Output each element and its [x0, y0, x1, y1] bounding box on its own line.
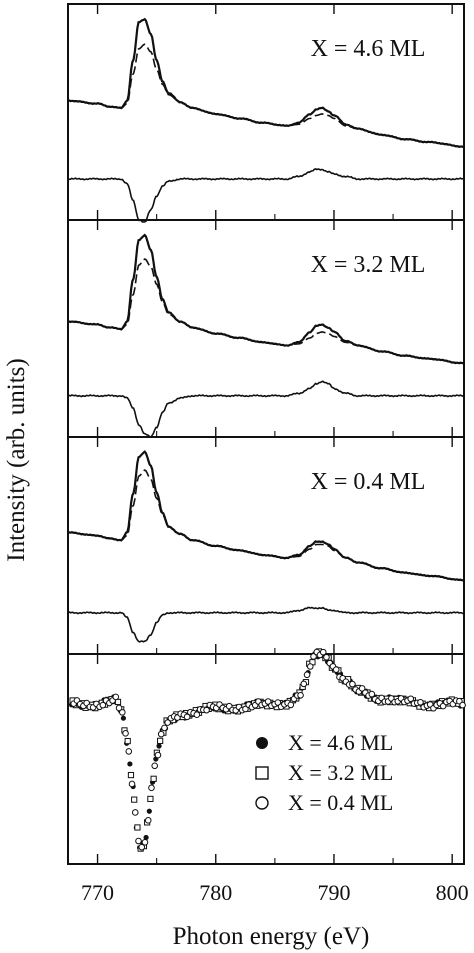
scatter-point-146 [150, 775, 157, 782]
spectrum-panel-2: X = 3.2 ML [67, 219, 465, 438]
x-tick-label-0: 770 [81, 880, 114, 905]
scatter-point-138 [124, 737, 131, 745]
series-difference-3 [67, 606, 465, 643]
scatter-point-18 [127, 761, 133, 767]
scatter-point-27 [156, 743, 162, 749]
scatter-point-266 [148, 784, 155, 792]
scatter-point-270 [161, 724, 168, 732]
difference-panel: X = 4.6 ML X = 3.2 ML X = 0.4 ML [67, 648, 466, 865]
scatter-point-280 [193, 711, 201, 718]
scatter-point-141 [134, 824, 141, 831]
scatter-point-148 [157, 737, 164, 744]
scatter-point-262 [135, 837, 142, 845]
series-dashed-2 [67, 258, 465, 365]
scatter-point-328 [349, 680, 356, 688]
scatter-point-309 [287, 701, 295, 709]
scatter-point-315 [306, 663, 314, 670]
x-axis: 770 780 790 800 [81, 880, 469, 905]
scatter-point-16 [120, 715, 127, 721]
spectrum-panel-1: X = 4.6 ML [67, 3, 465, 223]
scatter-point-263 [138, 843, 146, 851]
series-dashed-1 [67, 43, 465, 148]
scatter-point-305 [274, 699, 282, 706]
scatter-point-139 [127, 771, 135, 779]
y-axis-label: Intensity (arb. units) [3, 358, 30, 561]
panel-label-2: X = 3.2 ML [311, 252, 426, 278]
scatter-point-283 [203, 706, 210, 714]
legend-marker-1 [255, 766, 269, 780]
scatter-point-277 [183, 713, 191, 721]
scatter-point-140 [131, 796, 138, 803]
scatter-point-255 [112, 693, 120, 701]
legend-label-0: X = 4.6 ML [288, 730, 393, 755]
x-tick-label-1: 780 [199, 880, 232, 905]
scatter-point-145 [147, 795, 154, 803]
series-difference-1 [67, 168, 465, 223]
legend-label-2: X = 0.4 ML [288, 790, 393, 815]
scatter-point-251 [99, 701, 107, 709]
spectra-panels: X = 4.6 ML X = 3.2 ML X = 0.4 ML [67, 3, 465, 655]
scatter-point-256 [115, 704, 123, 712]
x-axis-label: Photon energy (eV) [173, 923, 370, 950]
scatter-point-261 [131, 809, 139, 816]
panel-label-3: X = 0.4 ML [311, 469, 426, 495]
scatter-point-302 [264, 698, 272, 705]
scatter-point-260 [128, 780, 136, 788]
scatter-point-268 [154, 751, 162, 759]
scatter-point-362 [459, 701, 466, 709]
legend-marker-0 [256, 737, 268, 749]
scatter-point-271 [164, 719, 171, 726]
bottom-frame [67, 653, 465, 865]
series-difference-2 [67, 380, 465, 438]
scatter-point-331 [358, 685, 366, 692]
scatter-point-320 [323, 653, 330, 661]
scatter-point-257 [118, 709, 126, 716]
scatter-point-314 [303, 671, 311, 679]
scatter-point-295 [242, 705, 249, 713]
x-tick-label-3: 800 [436, 880, 469, 905]
scatter-point-269 [157, 730, 165, 738]
scatter-point-24 [146, 808, 152, 814]
scatter-point-264 [141, 839, 149, 846]
scatter-point-23 [143, 834, 149, 841]
x-tick-label-2: 790 [317, 880, 350, 905]
spectrum-panel-3: X = 0.4 ML [67, 436, 465, 655]
scatter-point-323 [332, 666, 340, 673]
panel-label-1: X = 4.6 ML [311, 36, 426, 62]
scatter-point-334 [368, 690, 376, 698]
series-solid-3 [68, 450, 465, 582]
scatter-point-349 [417, 698, 424, 706]
scatter-point-346 [407, 695, 415, 703]
scatter-point-316 [310, 653, 317, 660]
series-dashed-3 [67, 469, 465, 582]
scatter-point-319 [319, 648, 327, 656]
scatter-point-265 [144, 817, 152, 824]
scatter-point-313 [300, 680, 308, 688]
scatter-point-267 [151, 762, 159, 770]
scatter-point-312 [297, 691, 304, 699]
legend-label-1: X = 3.2 ML [288, 760, 393, 785]
scatter-point-258 [122, 730, 129, 737]
legend-marker-2 [255, 796, 269, 810]
scatter-point-259 [125, 748, 133, 755]
